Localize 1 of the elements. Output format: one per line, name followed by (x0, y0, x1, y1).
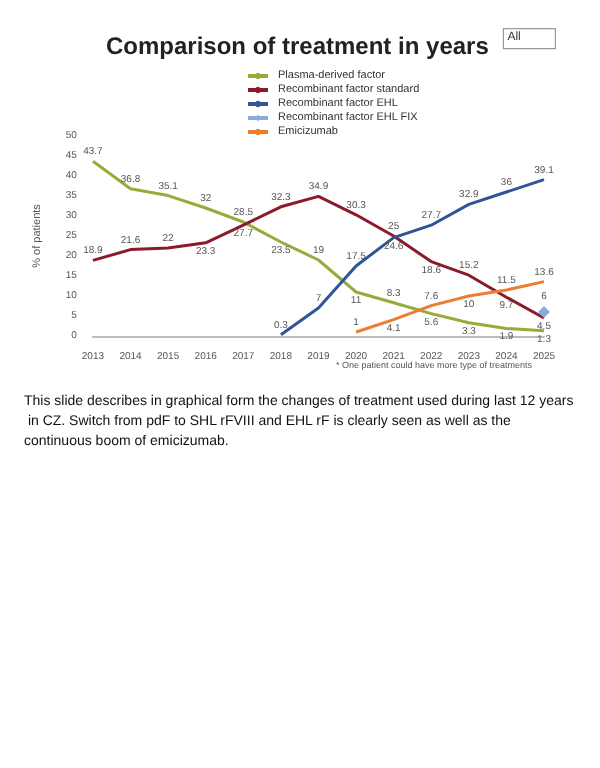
chart-title: Comparison of treatment in years (106, 32, 490, 60)
